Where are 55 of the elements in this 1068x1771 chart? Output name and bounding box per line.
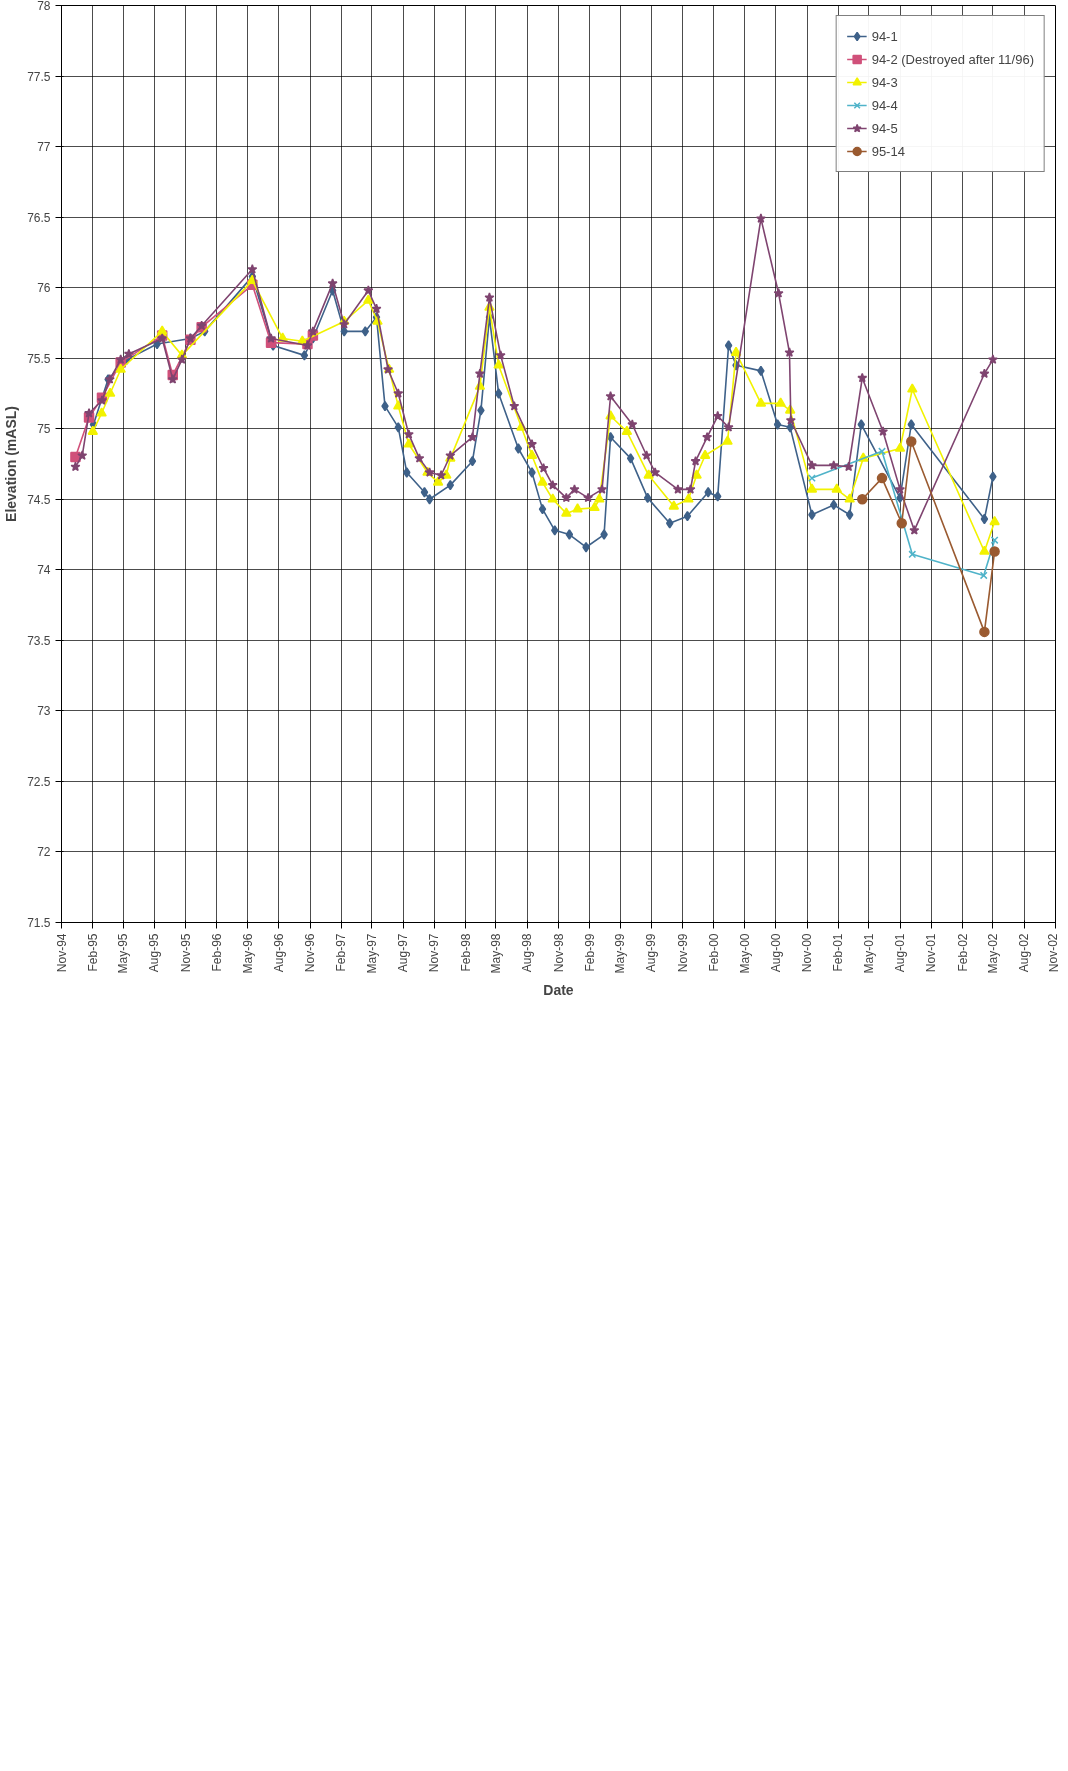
- y-tick-label: 78: [37, 0, 51, 13]
- x-tick-label: Feb-98: [458, 933, 473, 972]
- x-tick-label: May-00: [737, 933, 752, 974]
- y-tick-label: 75.5: [27, 351, 51, 366]
- x-tick-label: Aug-99: [644, 933, 659, 973]
- y-tick-label: 77: [37, 140, 51, 155]
- x-tick-label: Aug-00: [768, 933, 783, 973]
- x-tick-label: Nov-01: [924, 933, 939, 973]
- y-tick-label: 77.5: [27, 69, 51, 84]
- y-tick-label: 73.5: [27, 633, 51, 648]
- x-axis-title: Date: [543, 981, 574, 998]
- y-tick-label: 72: [37, 845, 51, 860]
- x-tick-label: May-02: [985, 933, 1000, 974]
- x-tick-label: Feb-01: [831, 933, 846, 972]
- legend-label: 94-2 (Destroyed after 11/96): [871, 51, 1034, 67]
- x-tick-label: May-96: [240, 933, 255, 974]
- x-tick-label: Aug-95: [147, 933, 162, 973]
- y-tick-label: 76.5: [27, 210, 51, 225]
- x-tick-label: Nov-96: [303, 933, 318, 973]
- x-tick-label: Feb-96: [209, 933, 224, 972]
- x-tick-label: Aug-97: [396, 933, 411, 973]
- x-tick-label: Feb-00: [706, 933, 721, 972]
- legend-label: 95-14: [871, 143, 905, 159]
- x-tick-label: Aug-98: [520, 933, 535, 973]
- y-tick-label: 71.5: [27, 916, 51, 930]
- x-tick-label: May-98: [488, 933, 503, 974]
- x-tick-label: May-95: [116, 933, 131, 974]
- x-tick-label: Nov-99: [675, 933, 690, 973]
- x-tick-label: Feb-95: [85, 933, 100, 972]
- y-tick-label: 76: [37, 281, 51, 296]
- y-tick-label: 72.5: [27, 774, 51, 789]
- x-tick-label: Nov-95: [178, 933, 193, 973]
- x-tick-label: Nov-97: [427, 933, 442, 973]
- x-tick-label: May-97: [364, 933, 379, 974]
- x-tick-label: Nov-00: [800, 933, 815, 973]
- y-tick-label: 74: [37, 563, 51, 578]
- y-tick-label: 73: [37, 704, 51, 719]
- y-tick-label: 74.5: [27, 492, 51, 507]
- x-tick-label: May-01: [861, 933, 876, 974]
- x-tick-label: Aug-01: [893, 933, 908, 973]
- x-tick-label: Aug-96: [271, 933, 286, 973]
- x-tick-label: May-99: [613, 933, 628, 974]
- x-tick-label: Feb-02: [955, 933, 970, 972]
- x-tick-label: Nov-94: [54, 933, 69, 973]
- x-tick-label: Feb-99: [582, 933, 597, 972]
- x-tick-label: Feb-97: [334, 933, 349, 972]
- legend-label: 94-4: [871, 97, 898, 113]
- legend-label: 94-3: [871, 74, 898, 90]
- legend-label: 94-5: [871, 120, 898, 136]
- x-tick-label: Nov-02: [1046, 933, 1061, 973]
- y-tick-label: 75: [37, 422, 51, 437]
- y-axis-title: Elevation (mASL): [3, 406, 20, 522]
- x-tick-label: Aug-02: [1017, 933, 1032, 973]
- x-tick-label: Nov-98: [551, 933, 566, 973]
- legend-label: 94-1: [871, 28, 898, 44]
